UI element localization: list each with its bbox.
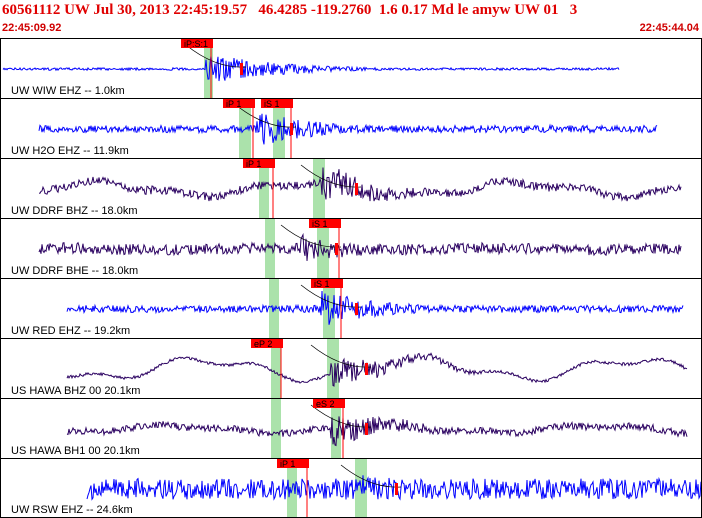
channel-label: UW WIW EHZ -- 1.0km (11, 85, 125, 97)
amplitude-marker (240, 63, 243, 75)
phase-window (317, 219, 329, 278)
waveform-trace (2, 55, 620, 82)
pick-label-box[interactable] (251, 339, 283, 348)
phase-window (271, 399, 281, 458)
waveform-trace (38, 167, 682, 202)
waveform-trace (66, 290, 684, 325)
pick-label-box[interactable] (313, 399, 345, 408)
phase-window (265, 219, 275, 278)
pick-label: iP:S:1 (184, 39, 208, 49)
channel-label: US HAWA BHZ 00 20.1km (11, 385, 141, 397)
phase-window (327, 339, 339, 398)
channel-panel[interactable]: eS 2 US HAWA BH1 00 20.1km (0, 398, 702, 458)
waveform-trace (38, 232, 682, 261)
channel-panel[interactable]: iP 1 UW RSW EHZ -- 24.6km (0, 458, 702, 518)
waveform-plot: iP 1 (86, 459, 701, 517)
channel-label: UW DDRF BHZ -- 18.0km (11, 205, 138, 217)
pick-label: iS 1 (264, 99, 280, 109)
waveform-plot: eP 2 (66, 339, 688, 398)
amplitude-marker (335, 243, 338, 255)
waveform-trace (38, 113, 658, 145)
phase-window (259, 159, 269, 218)
channel-panel[interactable]: iP 1 UW DDRF BHZ -- 18.0km (0, 158, 702, 218)
pick-label: iP 1 (280, 459, 295, 469)
channel-label: UW RSW EHZ -- 24.6km (11, 504, 133, 516)
amplitude-marker (365, 423, 368, 435)
waveform-plot: iP 1 iS 1 (38, 99, 658, 158)
waveform-plot: iP 1 (38, 159, 682, 218)
phase-window (204, 39, 213, 98)
channel-panel[interactable]: iP 1 iS 1 UW H2O EHZ -- 11.9km (0, 98, 702, 158)
start-time: 22:45:09.92 (2, 22, 62, 34)
channel-panel[interactable]: eP 2 US HAWA BHZ 00 20.1km (0, 338, 702, 398)
end-time: 22:45:44.04 (639, 22, 699, 34)
waveform-trace (66, 352, 688, 387)
phase-window (313, 159, 325, 218)
amplitude-marker (355, 303, 358, 315)
channel-panel[interactable]: iS 1 UW DDRF BHE -- 18.0km (0, 218, 702, 278)
waveform-plot: eS 2 (66, 399, 688, 458)
pick-label-box[interactable] (261, 99, 293, 108)
channel-label: UW RED EHZ -- 19.2km (11, 325, 131, 337)
amplitude-marker (290, 123, 293, 135)
channel-label: UW DDRF BHE -- 18.0km (11, 265, 139, 277)
waveform-plot: iS 1 (66, 279, 684, 338)
waveform-plot: iP:S:1 (2, 39, 620, 98)
waveform-plot: iS 1 (38, 219, 682, 278)
channel-panel[interactable]: iP:S:1 UW WIW EHZ -- 1.0km (0, 38, 702, 98)
pick-label: eS 2 (316, 399, 335, 409)
coda-curve (280, 224, 342, 248)
pick-label: iS 1 (312, 219, 328, 229)
phase-window (323, 279, 335, 338)
channel-label: UW H2O EHZ -- 11.9km (11, 145, 129, 157)
pick-label: iS 1 (314, 279, 330, 289)
pick-label-box[interactable] (181, 39, 213, 48)
channel-label: US HAWA BH1 00 20.1km (11, 445, 140, 457)
waveform-trace (66, 415, 688, 447)
phase-window (331, 399, 341, 458)
pick-label: iP 1 (246, 159, 261, 169)
pick-label: iP 1 (226, 99, 241, 109)
pick-label-box[interactable] (311, 279, 343, 288)
amplitude-marker (355, 183, 358, 195)
pick-label: eP 2 (254, 339, 272, 349)
pick-label-box[interactable] (277, 459, 309, 468)
event-header: 60561112 UW Jul 30, 2013 22:45:19.57 46.… (2, 2, 578, 18)
amplitude-marker (365, 363, 368, 375)
pick-label-box[interactable] (309, 219, 341, 228)
amplitude-marker (395, 483, 398, 495)
coda-curve (310, 344, 372, 368)
channel-panel[interactable]: iS 1 UW RED EHZ -- 19.2km (0, 278, 702, 338)
phase-window (271, 339, 281, 398)
pick-label-box[interactable] (243, 159, 275, 168)
waveform-trace (86, 475, 701, 501)
pick-label-box[interactable] (223, 99, 255, 108)
